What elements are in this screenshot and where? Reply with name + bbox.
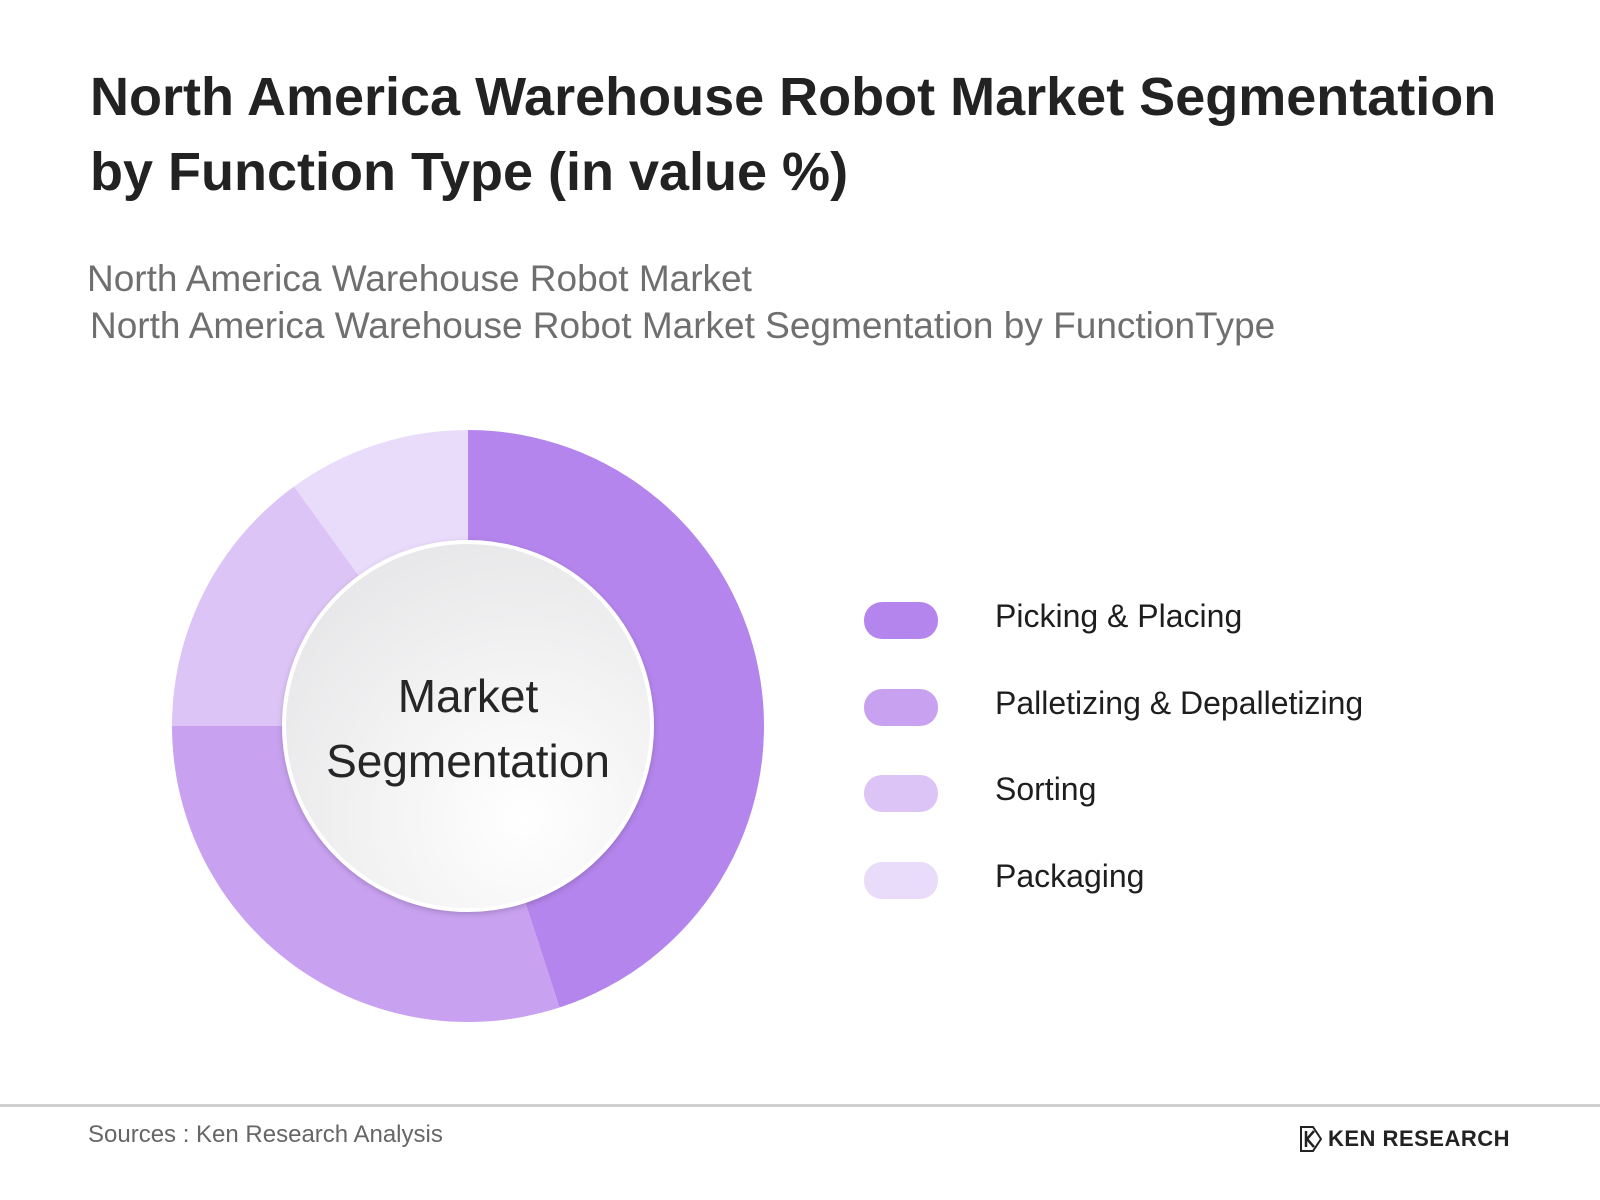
legend-label: Picking & Placing [995, 598, 1243, 634]
legend-swatch [864, 602, 938, 639]
legend-label: Palletizing & Depalletizing [995, 684, 1364, 721]
donut-slices [172, 430, 765, 1023]
logo-text: KEN RESEARCH [1328, 1126, 1511, 1151]
chart-subtitle-market: North America Warehouse Robot Market [87, 258, 752, 299]
source-note: Sources : Ken Research Analysis [88, 1121, 443, 1148]
ken-research-logo: KEN RESEARCH [1300, 1124, 1510, 1154]
center-label-line1: Market [397, 670, 539, 722]
legend-label: Packaging [995, 857, 1145, 894]
legend-swatch [864, 861, 938, 899]
donut-slice-packaging [294, 430, 468, 578]
donut-slice-sorting [172, 486, 360, 726]
legend-swatch [864, 775, 938, 812]
ken-research-logo-icon [1300, 1126, 1322, 1152]
donut-slice-palletizing-depalletizing [172, 726, 560, 1023]
donut-center-label: Market Segmentation [318, 664, 618, 794]
chart-subtitle-segmentation: North America Warehouse Robot Market Seg… [90, 305, 1276, 346]
chart-title: North America Warehouse Robot Market Seg… [90, 67, 1497, 202]
donut-center-disc [282, 540, 654, 912]
center-label-line2: Segmentation [326, 735, 610, 787]
legend-swatch [864, 688, 938, 726]
legend-label: Sorting [995, 771, 1097, 807]
footer-divider [0, 1104, 1600, 1107]
donut-slice-picking-placing [468, 430, 765, 1008]
